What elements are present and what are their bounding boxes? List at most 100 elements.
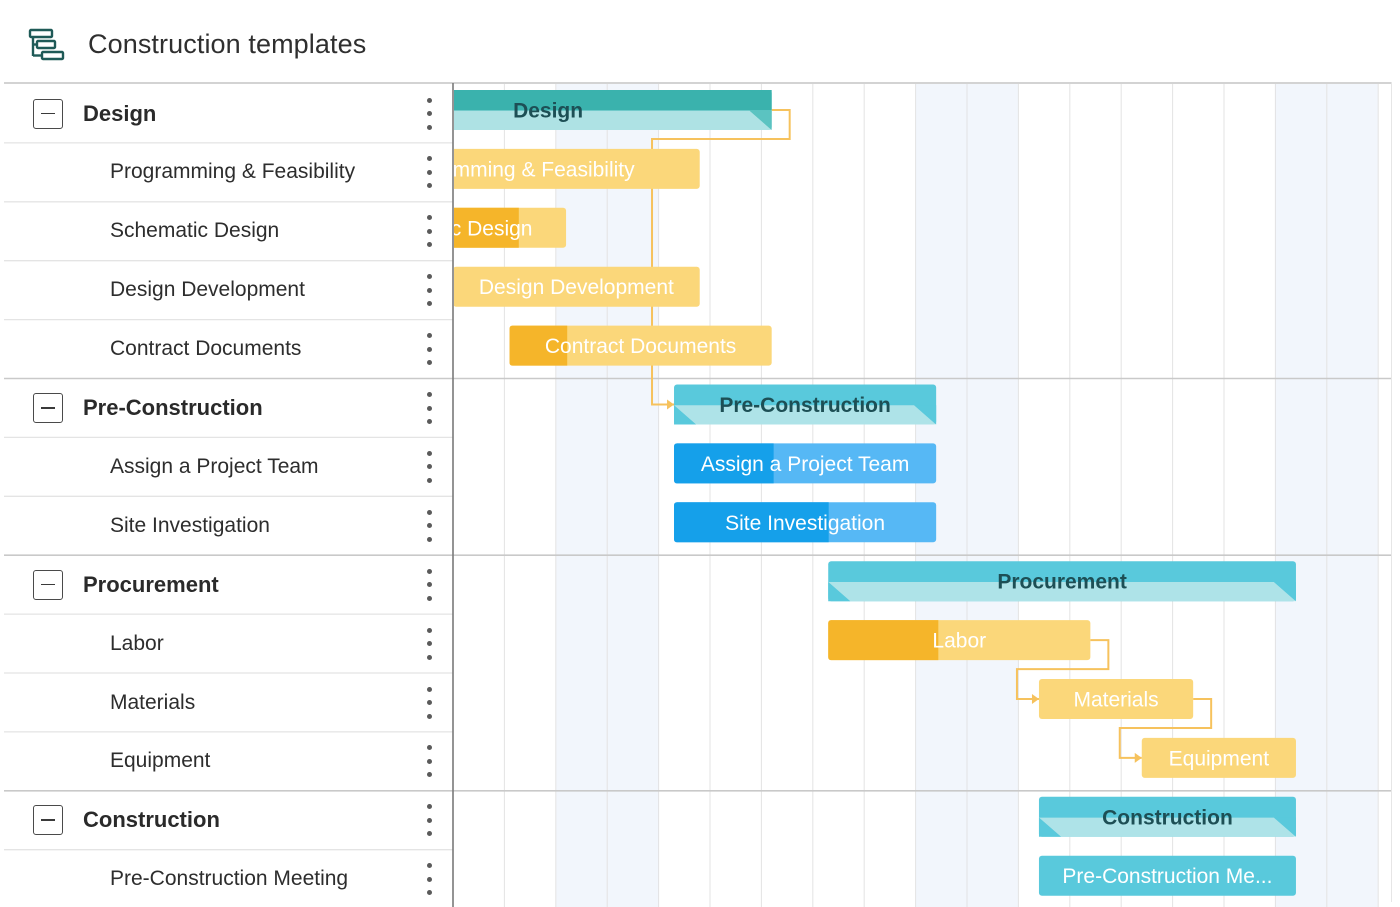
collapse-minus-icon[interactable]: [33, 805, 63, 836]
gantt-template-icon: [28, 28, 65, 61]
collapse-minus-icon[interactable]: [33, 569, 63, 600]
gantt-frame: [4, 82, 1392, 902]
task-bar-body: [509, 325, 772, 366]
task-row-schematic-design[interactable]: Schematic Design: [4, 202, 453, 261]
task-label: Materials: [110, 690, 196, 714]
more-options-icon[interactable]: [422, 274, 436, 307]
more-options-icon[interactable]: [422, 333, 436, 366]
more-options-icon[interactable]: [422, 745, 436, 778]
dependency-connector: [651, 109, 791, 406]
task-bar-progress: [674, 443, 774, 484]
task-label: Labor: [110, 631, 164, 655]
task-label: Programming & Feasibility: [110, 160, 356, 184]
dependency-links: [651, 109, 1213, 763]
dependency-connector: [1015, 639, 1110, 700]
bar-label: Pre-Construction Me...: [1062, 865, 1272, 888]
task-bar-contract-documents[interactable]: Contract Documents: [509, 325, 772, 366]
more-options-icon[interactable]: [422, 627, 436, 660]
task-bar-progress: [509, 325, 568, 366]
group-bar-design[interactable]: Design: [325, 90, 772, 130]
task-bar-design-development[interactable]: Design Development: [453, 266, 700, 307]
task-label: Schematic Design: [110, 219, 280, 243]
bars-layer: Design Programming & Feasibility Schematic…: [325, 90, 1296, 896]
more-options-icon[interactable]: [422, 215, 436, 248]
group-bar-band: [674, 405, 937, 425]
bar-label: Programming & Feasibility: [390, 158, 636, 181]
group-bar-procurement[interactable]: Procurement: [828, 561, 1296, 602]
collapse-minus-icon[interactable]: [33, 393, 63, 423]
dependency-arrow-icon: [667, 399, 675, 410]
task-bar-assign-a-project-team[interactable]: Assign a Project Team: [674, 443, 937, 484]
bar-label: Procurement: [997, 571, 1127, 594]
task-label: Site Investigation: [110, 513, 270, 537]
more-options-icon[interactable]: [422, 450, 436, 483]
task-row-materials[interactable]: Materials: [4, 673, 453, 732]
more-options-icon[interactable]: [422, 97, 436, 130]
task-row-site-investigation[interactable]: Site Investigation: [4, 496, 453, 555]
task-bar-progress: [454, 207, 519, 248]
dependency-connector: [1118, 698, 1213, 759]
group-bar-left-cap: [828, 582, 851, 602]
task-row-labor[interactable]: Labor: [4, 614, 453, 673]
task-group-label: Design: [83, 100, 157, 126]
task-bar-body: [1141, 737, 1296, 778]
task-bar-site-investigation[interactable]: Site Investigation: [674, 502, 937, 543]
group-bar-right-cap: [1273, 817, 1296, 837]
page-header: Construction templates: [0, 0, 1400, 83]
gantt-right-edge: [1391, 82, 1392, 902]
task-bar-materials[interactable]: Materials: [1038, 679, 1194, 719]
task-bar-equipment[interactable]: Equipment: [1141, 737, 1296, 778]
task-label: Design Development: [110, 278, 305, 302]
group-bar-construction[interactable]: Construction: [1038, 796, 1296, 837]
dependency-arrow-icon: [1134, 752, 1142, 763]
bar-label: Assign a Project Team: [701, 453, 910, 476]
task-group-row-construction[interactable]: Construction: [4, 791, 453, 850]
more-options-icon[interactable]: [422, 568, 436, 601]
task-group-label: Procurement: [83, 571, 219, 597]
weekend-column: [967, 84, 1019, 907]
more-options-icon[interactable]: [422, 392, 436, 424]
task-bar-body: [454, 266, 700, 307]
more-options-icon[interactable]: [422, 686, 436, 719]
group-bar-pre-construction[interactable]: Pre-Construction: [674, 384, 937, 425]
weekend-column: [607, 84, 659, 907]
group-bar-band: [454, 110, 772, 130]
task-bar-programming-feasibility[interactable]: Programming & Feasibility: [325, 148, 700, 189]
bar-label: Design: [513, 100, 583, 123]
bar-label: Contract Documents: [545, 335, 736, 358]
task-bar-schematic-design[interactable]: Schematic Design: [330, 207, 567, 248]
weekend-column: [555, 84, 608, 907]
bar-label: Labor: [932, 630, 986, 653]
task-row-equipment[interactable]: Equipment: [4, 732, 453, 791]
task-bar-pre-construction-me[interactable]: Pre-Construction Me...: [1038, 855, 1296, 896]
task-bar-labor[interactable]: Labor: [828, 620, 1091, 661]
task-bar-progress: [828, 620, 939, 661]
task-bar-progress: [674, 502, 829, 543]
group-bar-right-cap: [914, 405, 937, 425]
bar-label: Equipment: [1169, 747, 1270, 770]
group-bar-right-cap: [1273, 582, 1296, 602]
more-options-icon[interactable]: [422, 863, 436, 896]
task-bar-body: [454, 148, 700, 189]
task-row-design-development[interactable]: Design Development: [4, 261, 453, 320]
group-bar-right-cap: [749, 110, 772, 130]
bar-label: Design Development: [479, 276, 674, 299]
task-group-label: Construction: [83, 807, 220, 833]
task-group-row-pre-construction[interactable]: Pre-Construction: [4, 379, 453, 438]
task-row-pre-construction-meeting[interactable]: Pre-Construction Meeting: [4, 850, 453, 907]
bar-label: Pre-Construction: [719, 394, 891, 417]
more-options-icon[interactable]: [422, 804, 436, 837]
task-group-row-procurement[interactable]: Procurement: [4, 555, 453, 614]
task-row-programming-feasibility[interactable]: Programming & Feasibility: [4, 143, 453, 202]
task-row-contract-documents[interactable]: Contract Documents: [4, 320, 453, 379]
more-options-icon[interactable]: [422, 156, 436, 189]
collapse-minus-icon[interactable]: [33, 98, 63, 129]
task-group-row-design[interactable]: Design: [4, 84, 453, 143]
weekend-column: [1275, 84, 1327, 907]
more-options-icon[interactable]: [422, 509, 436, 542]
bar-label: Site Investigation: [725, 512, 885, 535]
task-row-assign-a-project-team[interactable]: Assign a Project Team: [4, 437, 453, 496]
task-label: Assign a Project Team: [110, 454, 319, 478]
group-bar-left-cap: [1038, 817, 1061, 837]
